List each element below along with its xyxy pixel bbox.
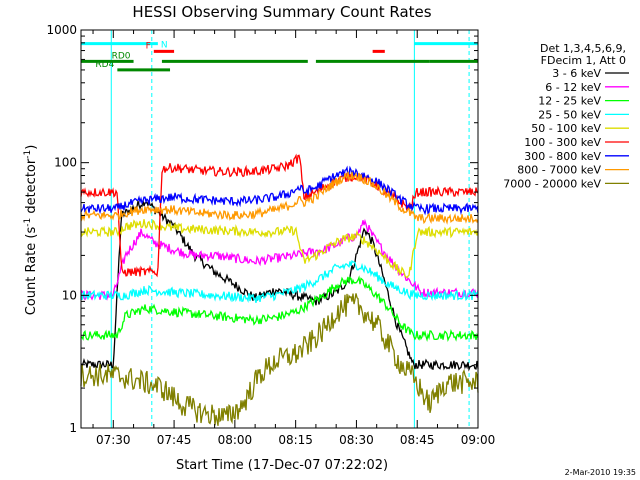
y-tick-label-2: 100 <box>54 156 77 170</box>
series-line-6 <box>80 165 479 216</box>
y-tick-label-1: 10 <box>62 288 77 302</box>
plot-frame <box>80 29 479 429</box>
series-line-1 <box>80 218 479 301</box>
legend-label-2: 12 - 25 keV <box>538 95 601 108</box>
x-tick-label-6: 09:00 <box>461 433 496 447</box>
legend: Det 1,3,4,5,6,9,FDecim 1, Att 03 - 6 keV… <box>503 42 629 190</box>
series-line-8 <box>80 293 479 426</box>
footer-date: 2-Mar-2010 19:35 <box>565 468 636 477</box>
flag-label-4: RD4 <box>95 60 114 70</box>
chart-title: HESSI Observing Summary Count Rates <box>132 3 431 21</box>
series-line-4 <box>80 219 479 279</box>
x-tick-label-1: 07:45 <box>157 433 192 447</box>
legend-label-3: 25 - 50 keV <box>538 108 601 121</box>
series-line-7 <box>80 171 479 225</box>
legend-label-7: 800 - 7000 keV <box>517 164 601 177</box>
x-tick-label-4: 08:30 <box>339 433 374 447</box>
flag-label-1: N <box>161 41 168 51</box>
y-axis-label-end: ) <box>24 145 39 150</box>
y-axis-label-mid: detector <box>24 158 39 218</box>
legend-label-1: 6 - 12 keV <box>545 81 601 94</box>
legend-label-4: 50 - 100 keV <box>531 122 601 135</box>
flag-label-2: F <box>146 41 151 51</box>
series-line-0 <box>80 200 479 372</box>
y-axis-label-main: Count Rate (s <box>24 227 39 316</box>
series-line-3 <box>80 259 479 303</box>
y-axis-label-sup2: -1 <box>23 150 33 159</box>
x-tick-label-2: 08:00 <box>218 433 253 447</box>
legend-label-6: 300 - 800 keV <box>524 150 601 163</box>
x-tick-label-3: 08:15 <box>278 433 313 447</box>
legend-label-5: 100 - 300 keV <box>524 136 601 149</box>
x-tick-label-0: 07:30 <box>96 433 131 447</box>
x-tick-label-5: 08:45 <box>400 433 435 447</box>
legend-label-0: 3 - 6 keV <box>552 67 601 80</box>
x-axis-label: Start Time (17-Dec-07 07:22:02) <box>176 458 388 473</box>
y-axis-label: Count Rate (s-1 detector-1) <box>23 145 39 316</box>
y-tick-label-3: 1000 <box>46 23 77 37</box>
legend-header-1: FDecim 1, Att 0 <box>541 54 626 67</box>
y-tick-label-0: 1 <box>69 421 77 435</box>
series-line-2 <box>80 275 479 343</box>
legend-label-8: 7000 - 20000 keV <box>503 177 601 190</box>
flag-label-3: RD0 <box>112 51 131 61</box>
y-axis-label-sup1: -1 <box>23 218 33 227</box>
legend-header-0: Det 1,3,4,5,6,9, <box>540 42 626 55</box>
